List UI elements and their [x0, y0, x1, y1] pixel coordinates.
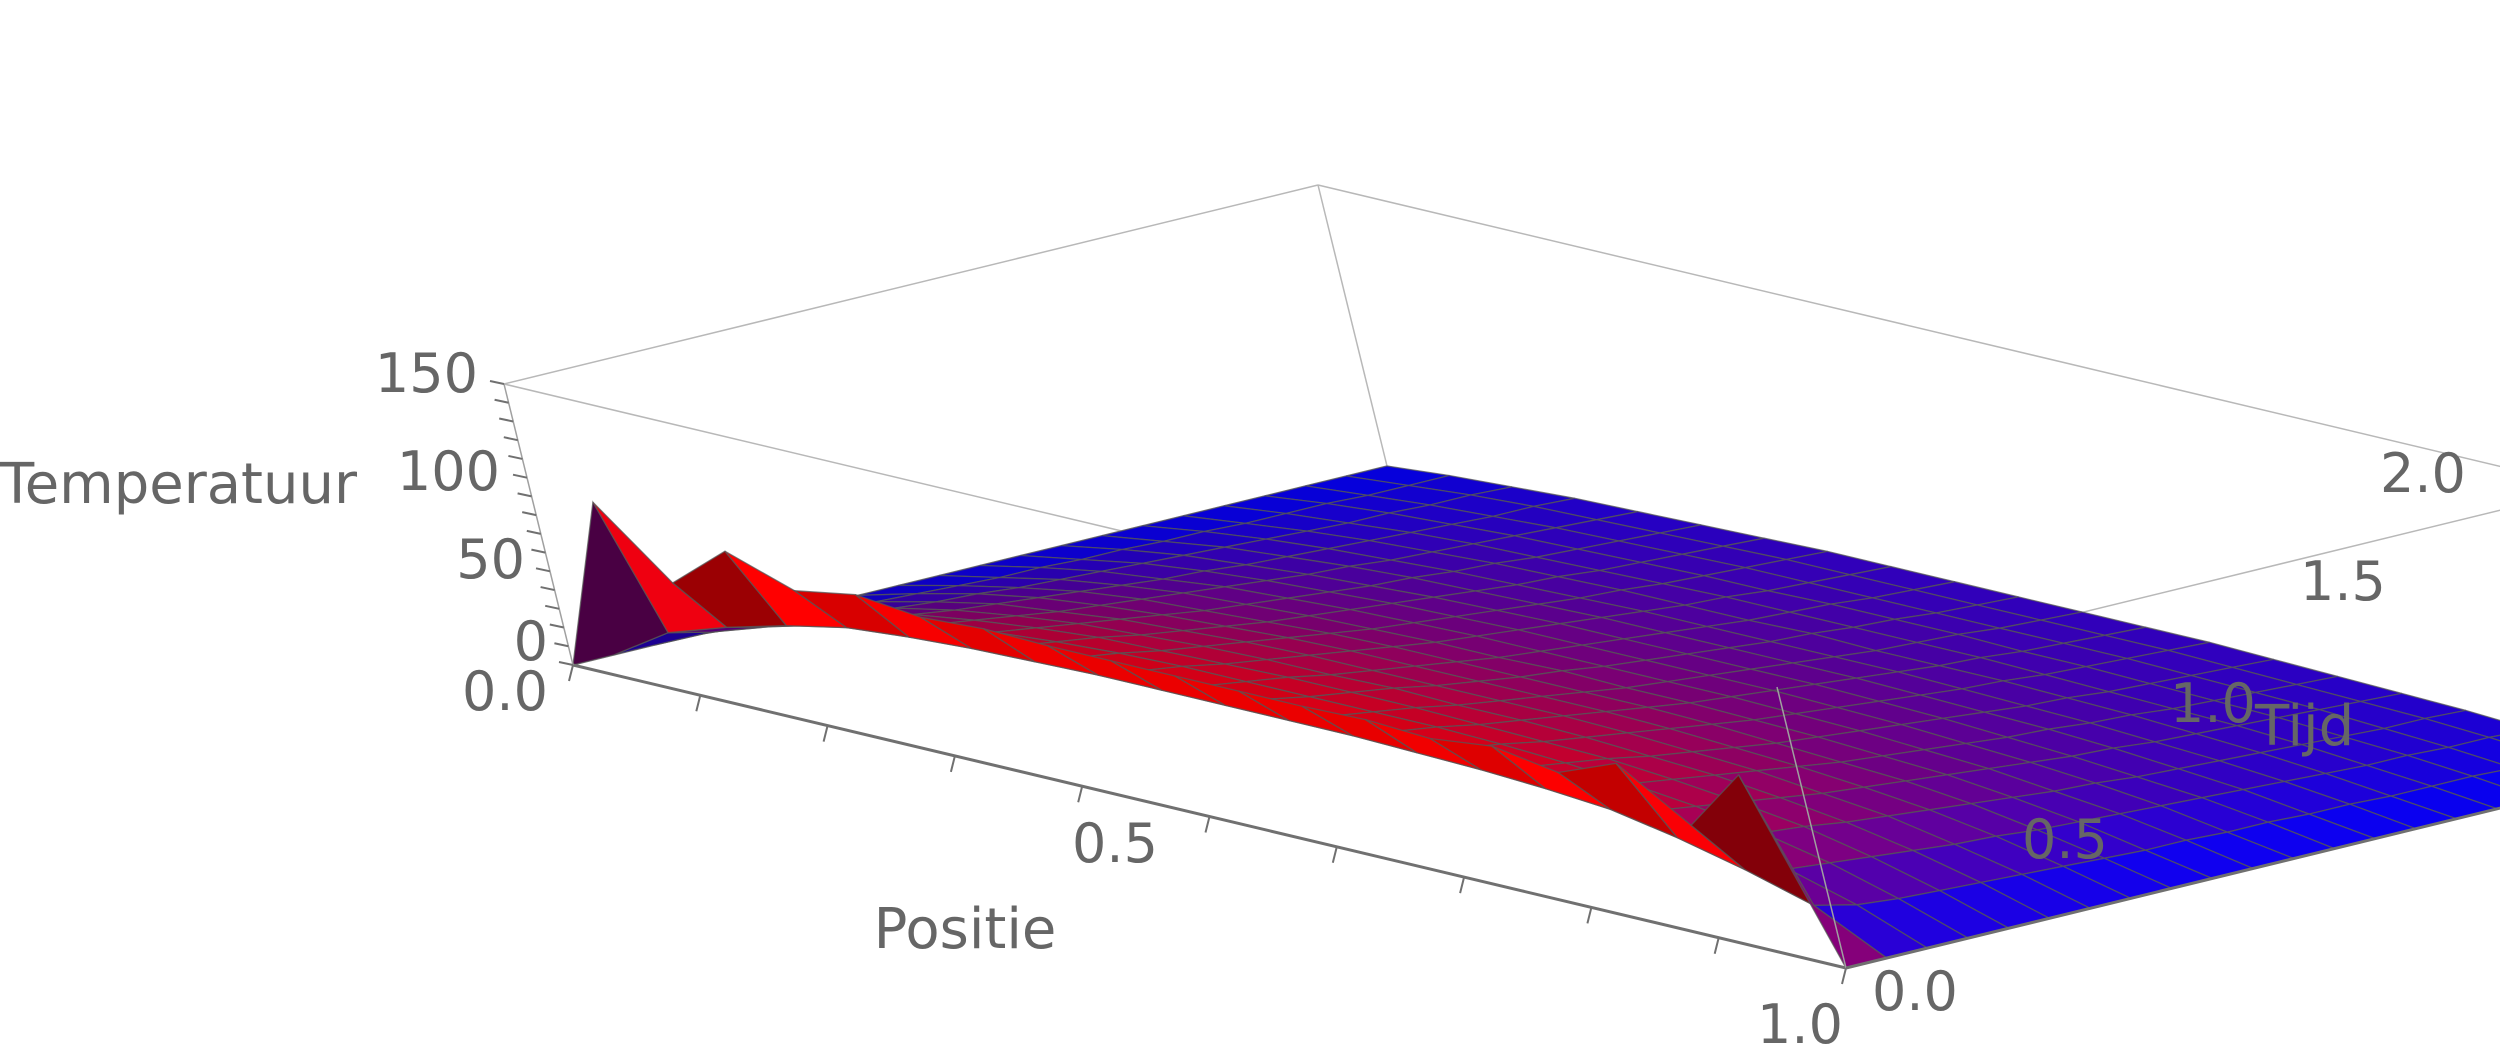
- z-tick-label: 50: [456, 528, 525, 591]
- surface-mesh: [572, 465, 2500, 969]
- y-tick-mark: [2089, 903, 2107, 910]
- y-tick-mark: [2171, 883, 2188, 890]
- z-tick-mark: [521, 511, 537, 517]
- z-tick-mark: [540, 586, 555, 592]
- x-tick-mark: [1331, 846, 1338, 864]
- y-tick-mark: [2008, 923, 2026, 930]
- z-tick-mark: [535, 567, 551, 573]
- x-tick-mark: [949, 755, 956, 773]
- x-axis-label: Positie: [874, 897, 1057, 962]
- x-tick-label: 0.0: [462, 660, 548, 723]
- z-tick-mark: [503, 436, 519, 442]
- y-tick-mark: [1845, 963, 1863, 969]
- z-tick-mark: [489, 380, 505, 385]
- z-tick-mark: [558, 661, 574, 666]
- axis-ticks: 0.0 0.5 1.0 0.0 0.5 1.0 1.5 2.0 0 50 100 150: [375, 342, 2500, 1056]
- z-tick-mark: [498, 417, 514, 423]
- y-tick-label: 0.5: [2022, 808, 2108, 871]
- x-tick-mark: [1713, 937, 1720, 954]
- y-tick-mark: [1927, 943, 1944, 950]
- y-tick-mark: [2456, 813, 2473, 820]
- z-tick-label: 100: [397, 440, 500, 503]
- x-tick-label: 0.5: [1072, 812, 1158, 875]
- z-tick-label: 150: [375, 342, 478, 405]
- z-tick-mark: [531, 548, 546, 554]
- y-tick-mark: [2293, 853, 2310, 860]
- y-tick-mark: [2252, 863, 2270, 870]
- x-tick-mark: [1459, 876, 1466, 894]
- z-tick-mark: [549, 623, 565, 629]
- x-tick-mark: [695, 695, 702, 712]
- x-tick-label: 1.0: [1757, 993, 1843, 1056]
- z-tick-mark: [526, 529, 542, 535]
- box-edge: [1317, 184, 2500, 468]
- y-tick-mark: [2415, 823, 2433, 830]
- z-tick-mark: [512, 473, 528, 479]
- y-tick-label: 2.0: [2380, 442, 2466, 505]
- x-tick-mark: [822, 725, 829, 742]
- z-axis-label: Temperatuur: [0, 452, 358, 517]
- x-tick-mark: [1841, 967, 1847, 985]
- box-edge: [503, 184, 1319, 385]
- y-tick-mark: [1886, 953, 1903, 960]
- y-axis-label: Tijd: [2254, 694, 2354, 759]
- z-tick-mark: [517, 492, 532, 498]
- x-tick-mark: [1586, 907, 1593, 924]
- x-tick-mark: [1204, 816, 1211, 833]
- y-tick-label: 1.0: [2170, 672, 2256, 735]
- z-tick-mark: [508, 454, 523, 460]
- x-tick-mark: [568, 664, 574, 682]
- z-tick-label: 0: [514, 610, 548, 673]
- z-tick-mark: [544, 604, 560, 610]
- box-edge: [1317, 184, 1388, 467]
- y-tick-mark: [2334, 843, 2351, 850]
- box-edge: [503, 383, 574, 666]
- y-tick-mark: [2049, 913, 2066, 920]
- y-tick-mark: [2374, 833, 2392, 840]
- y-tick-label: 0.0: [1872, 960, 1958, 1023]
- y-tick-mark: [2130, 893, 2148, 900]
- y-tick-mark: [2212, 873, 2229, 880]
- y-tick-label: 1.5: [2300, 550, 2386, 613]
- z-tick-mark: [554, 642, 569, 648]
- x-tick-mark: [1077, 785, 1084, 803]
- z-tick-mark: [494, 398, 509, 404]
- box-edge: [1776, 686, 1847, 969]
- y-tick-mark: [1967, 933, 1985, 940]
